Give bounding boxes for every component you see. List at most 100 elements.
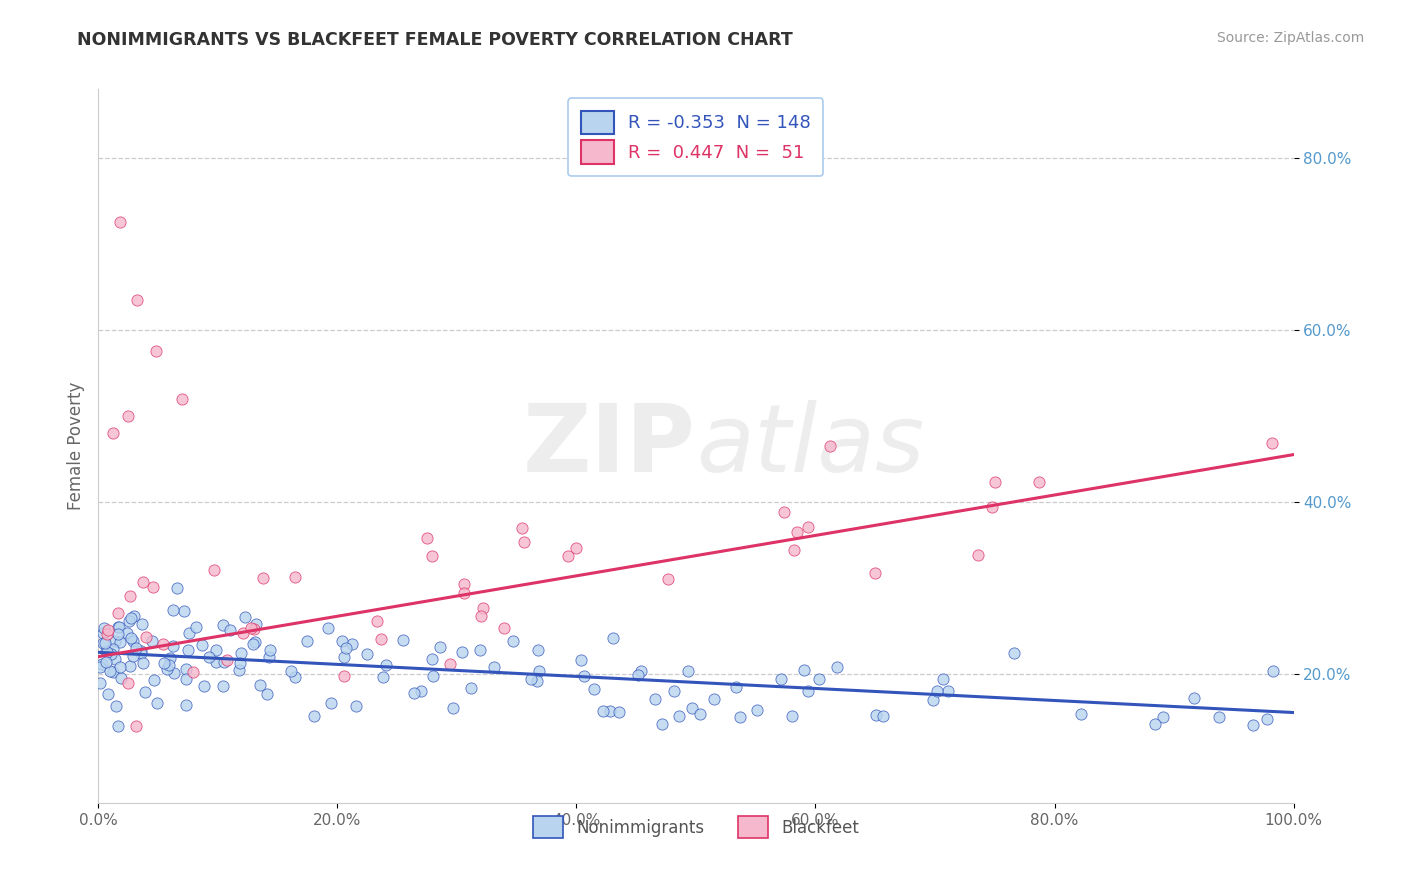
Point — [333, 650, 356, 665]
Point — [174, 672, 197, 686]
Point — [97, 687, 120, 701]
Point — [204, 643, 226, 657]
Point — [115, 626, 138, 640]
Point — [1144, 717, 1167, 731]
Point — [772, 505, 794, 519]
Point — [967, 548, 990, 562]
Point — [101, 665, 124, 679]
Point — [471, 601, 494, 615]
Point — [129, 646, 152, 660]
Point — [460, 681, 482, 695]
Point — [107, 718, 129, 732]
Point — [157, 657, 180, 672]
Point — [571, 653, 593, 667]
Point — [724, 680, 747, 694]
Point — [302, 709, 325, 723]
Point — [107, 606, 129, 620]
Point — [163, 665, 186, 680]
Point — [482, 660, 505, 674]
Point — [366, 614, 388, 628]
Point — [797, 683, 820, 698]
Point — [295, 633, 318, 648]
Point — [117, 676, 139, 690]
Point — [651, 716, 673, 731]
Point — [983, 475, 1005, 490]
Point — [342, 637, 364, 651]
Point — [162, 603, 184, 617]
Legend: Nonimmigrants, Blackfeet: Nonimmigrants, Blackfeet — [526, 810, 866, 845]
Point — [132, 575, 155, 590]
Point — [242, 622, 264, 636]
Point — [141, 634, 163, 648]
Point — [89, 660, 111, 674]
Point — [125, 719, 148, 733]
Point — [172, 392, 194, 406]
Point — [183, 665, 205, 679]
Point — [120, 589, 142, 603]
Point — [122, 634, 145, 648]
Point — [863, 566, 886, 581]
Point — [1152, 710, 1174, 724]
Point — [470, 643, 492, 657]
Point — [118, 658, 141, 673]
Point — [583, 682, 606, 697]
Point — [344, 698, 367, 713]
Point — [94, 655, 117, 669]
Point — [786, 524, 808, 539]
Point — [316, 621, 339, 635]
Point — [125, 293, 148, 307]
Point — [321, 696, 343, 710]
Point — [107, 620, 129, 634]
Text: Source: ZipAtlas.com: Source: ZipAtlas.com — [1216, 31, 1364, 45]
Point — [526, 674, 548, 689]
Point — [132, 656, 155, 670]
Point — [229, 646, 252, 660]
Point — [166, 581, 188, 595]
Point — [89, 676, 111, 690]
Point — [283, 570, 305, 584]
Y-axis label: Female Poverty: Female Poverty — [66, 382, 84, 510]
Point — [93, 622, 115, 636]
Point — [152, 656, 174, 670]
Point — [370, 632, 392, 646]
Point — [104, 633, 127, 648]
Point — [574, 668, 596, 682]
Point — [212, 618, 235, 632]
Point — [335, 640, 357, 655]
Text: atlas: atlas — [696, 401, 924, 491]
Point — [512, 521, 534, 535]
Point — [527, 643, 550, 657]
Point — [602, 632, 624, 646]
Point — [793, 663, 815, 677]
Point — [441, 700, 464, 714]
Point — [90, 657, 112, 672]
Point — [249, 678, 271, 692]
Point — [122, 608, 145, 623]
Point — [91, 635, 114, 649]
Point — [145, 696, 167, 710]
Point — [925, 683, 948, 698]
Point — [557, 549, 579, 563]
Point — [108, 215, 131, 229]
Point — [703, 692, 725, 706]
Point — [257, 649, 280, 664]
Point — [420, 549, 443, 564]
Point — [91, 625, 114, 640]
Point — [117, 409, 139, 423]
Point — [280, 664, 302, 678]
Point — [599, 705, 621, 719]
Point — [108, 659, 131, 673]
Text: NONIMMIGRANTS VS BLACKFEET FEMALE POVERTY CORRELATION CHART: NONIMMIGRANTS VS BLACKFEET FEMALE POVERT… — [77, 31, 793, 49]
Point — [120, 611, 142, 625]
Point — [98, 665, 121, 679]
Point — [284, 670, 307, 684]
Point — [872, 708, 894, 723]
Point — [218, 624, 240, 638]
Point — [202, 563, 225, 577]
Point — [565, 541, 588, 555]
Point — [392, 633, 415, 648]
Point — [110, 671, 132, 685]
Point — [938, 684, 960, 698]
Point — [191, 638, 214, 652]
Point — [242, 637, 264, 651]
